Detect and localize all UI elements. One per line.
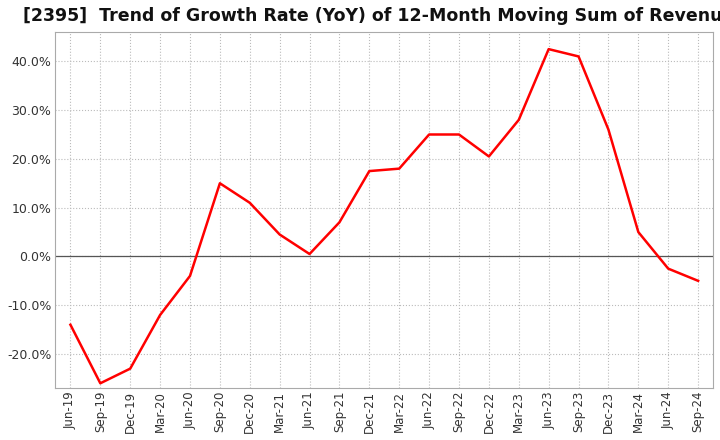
Title: [2395]  Trend of Growth Rate (YoY) of 12-Month Moving Sum of Revenues: [2395] Trend of Growth Rate (YoY) of 12-… <box>23 7 720 25</box>
